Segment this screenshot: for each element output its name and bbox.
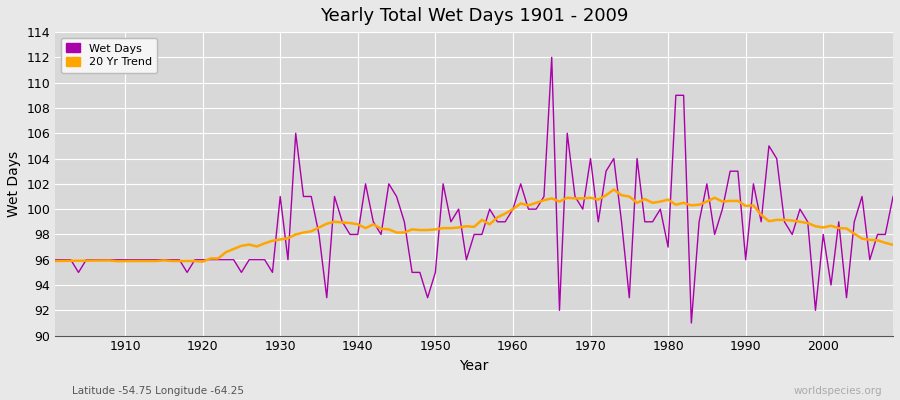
Line: 20 Yr Trend: 20 Yr Trend	[55, 190, 893, 262]
Wet Days	[686, 320, 697, 325]
20 Yr Trend	[337, 220, 347, 225]
Wet Days	[546, 55, 557, 60]
Line: Wet Days: Wet Days	[55, 57, 893, 323]
20 Yr Trend	[508, 207, 518, 212]
20 Yr Trend	[197, 259, 208, 264]
Wet Days	[329, 194, 340, 199]
Wet Days	[283, 257, 293, 262]
20 Yr Trend	[50, 259, 60, 264]
X-axis label: Year: Year	[460, 359, 489, 373]
20 Yr Trend	[291, 232, 302, 237]
Wet Days	[500, 219, 510, 224]
Wet Days	[508, 207, 518, 212]
Wet Days	[887, 194, 898, 199]
Y-axis label: Wet Days: Wet Days	[7, 151, 21, 217]
Title: Yearly Total Wet Days 1901 - 2009: Yearly Total Wet Days 1901 - 2009	[320, 7, 628, 25]
Wet Days	[608, 156, 619, 161]
20 Yr Trend	[608, 187, 619, 192]
20 Yr Trend	[887, 242, 898, 247]
Text: worldspecies.org: worldspecies.org	[794, 386, 882, 396]
Legend: Wet Days, 20 Yr Trend: Wet Days, 20 Yr Trend	[61, 38, 158, 73]
Text: Latitude -54.75 Longitude -64.25: Latitude -54.75 Longitude -64.25	[72, 386, 244, 396]
20 Yr Trend	[616, 193, 627, 198]
Wet Days	[50, 257, 60, 262]
20 Yr Trend	[516, 201, 526, 206]
Wet Days	[112, 257, 122, 262]
20 Yr Trend	[112, 259, 122, 264]
